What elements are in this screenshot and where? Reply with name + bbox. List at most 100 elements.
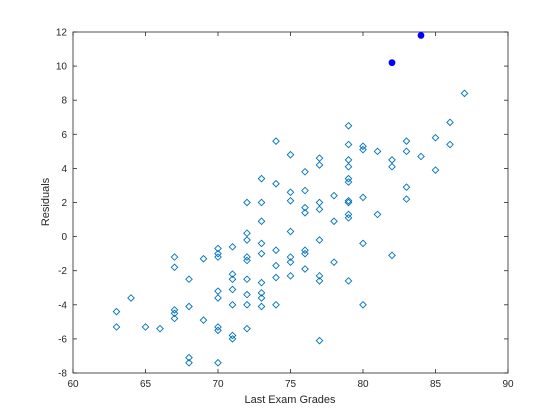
residual-point [228,275,237,284]
residual-point [359,142,367,151]
residual-point [286,196,295,205]
x-tick-label: 75 [285,379,297,390]
residual-point [170,306,179,314]
residual-point [286,271,295,280]
residual-point [286,227,295,236]
residual-point [243,290,251,299]
residual-point [243,300,251,309]
residual-point [417,152,425,161]
residual-point [228,242,237,251]
residual-point [112,323,121,331]
residual-point [446,140,454,149]
residual-point [344,174,353,183]
residual-point [402,183,411,191]
residual-point [257,174,266,183]
residual-point [373,147,382,156]
residual-point [315,236,324,244]
y-tick-label: 2 [61,198,67,209]
residual-point [373,210,382,219]
residual-point [359,193,367,202]
y-axis-ticks: -8 -6 -4 -2 0 2 4 6 8 10 12 [56,28,508,380]
residual-point [330,217,338,226]
y-tick-label: 6 [61,130,67,141]
residual-point [402,195,411,203]
residual-point [257,278,266,287]
residual-point [257,249,266,258]
residual-point [243,275,251,284]
y-tick-label: -8 [58,369,67,380]
residual-point [272,179,280,188]
y-tick-label: 0 [61,232,67,243]
residual-point [359,145,367,154]
residual-point [257,239,266,248]
residual-point [315,271,324,280]
residual-point [170,253,179,261]
residual-point [460,89,469,98]
residual-point [301,167,309,176]
residual-point [185,302,193,311]
residual-point [431,133,440,142]
residual-point [315,161,324,169]
residual-point [301,186,309,195]
residual-point [286,188,295,197]
residual-point [344,162,353,171]
residual-point [214,244,222,253]
residual-point [344,178,353,186]
residual-point [359,300,367,309]
residual-point [315,277,324,285]
plot-area [72,31,509,374]
residual-point [301,246,309,255]
residual-point [301,249,309,258]
y-tick-label: 4 [61,164,67,175]
y-tick-label: 10 [56,62,68,73]
residual-point [315,336,324,345]
residual-point [170,314,179,323]
residual-point [344,214,353,222]
residual-point [272,137,280,145]
residual-point [315,205,324,214]
residual-point [228,285,237,294]
x-tick-label: 90 [502,379,514,390]
residual-point [257,294,266,302]
residual-point [301,265,309,273]
residual-point [185,275,193,284]
highlighted-markers [388,32,425,67]
residual-point [214,323,222,331]
residual-point [359,239,367,248]
x-tick-label: 60 [67,379,79,390]
residual-point [170,263,179,272]
residual-point [330,258,338,267]
residual-point [243,256,251,265]
x-tick-label: 85 [430,379,442,390]
residual-point [257,302,266,311]
residual-point [402,137,411,145]
residual-point [344,156,353,164]
residual-point [388,251,396,260]
residual-point [185,358,193,367]
residual-point [243,236,251,244]
residual-markers [112,89,469,367]
residual-point [344,196,353,205]
residual-point [170,309,179,318]
residual-point [228,270,237,278]
residual-point [272,261,280,270]
residual-point [272,273,280,282]
residual-point [286,258,295,267]
residual-point [214,294,222,302]
residual-point [214,249,222,258]
highlighted-point [388,59,396,67]
y-axis-label: Residuals [40,177,52,226]
residual-point [402,147,411,156]
residual-point [344,210,353,219]
y-tick-label: -2 [58,266,67,277]
residual-point [156,324,164,333]
residual-point [214,253,222,261]
residual-point [257,289,266,297]
highlighted-point [417,32,425,39]
residual-point [388,162,396,171]
residual-point [286,150,295,159]
residual-point [243,229,251,238]
plot-frame [72,31,509,374]
